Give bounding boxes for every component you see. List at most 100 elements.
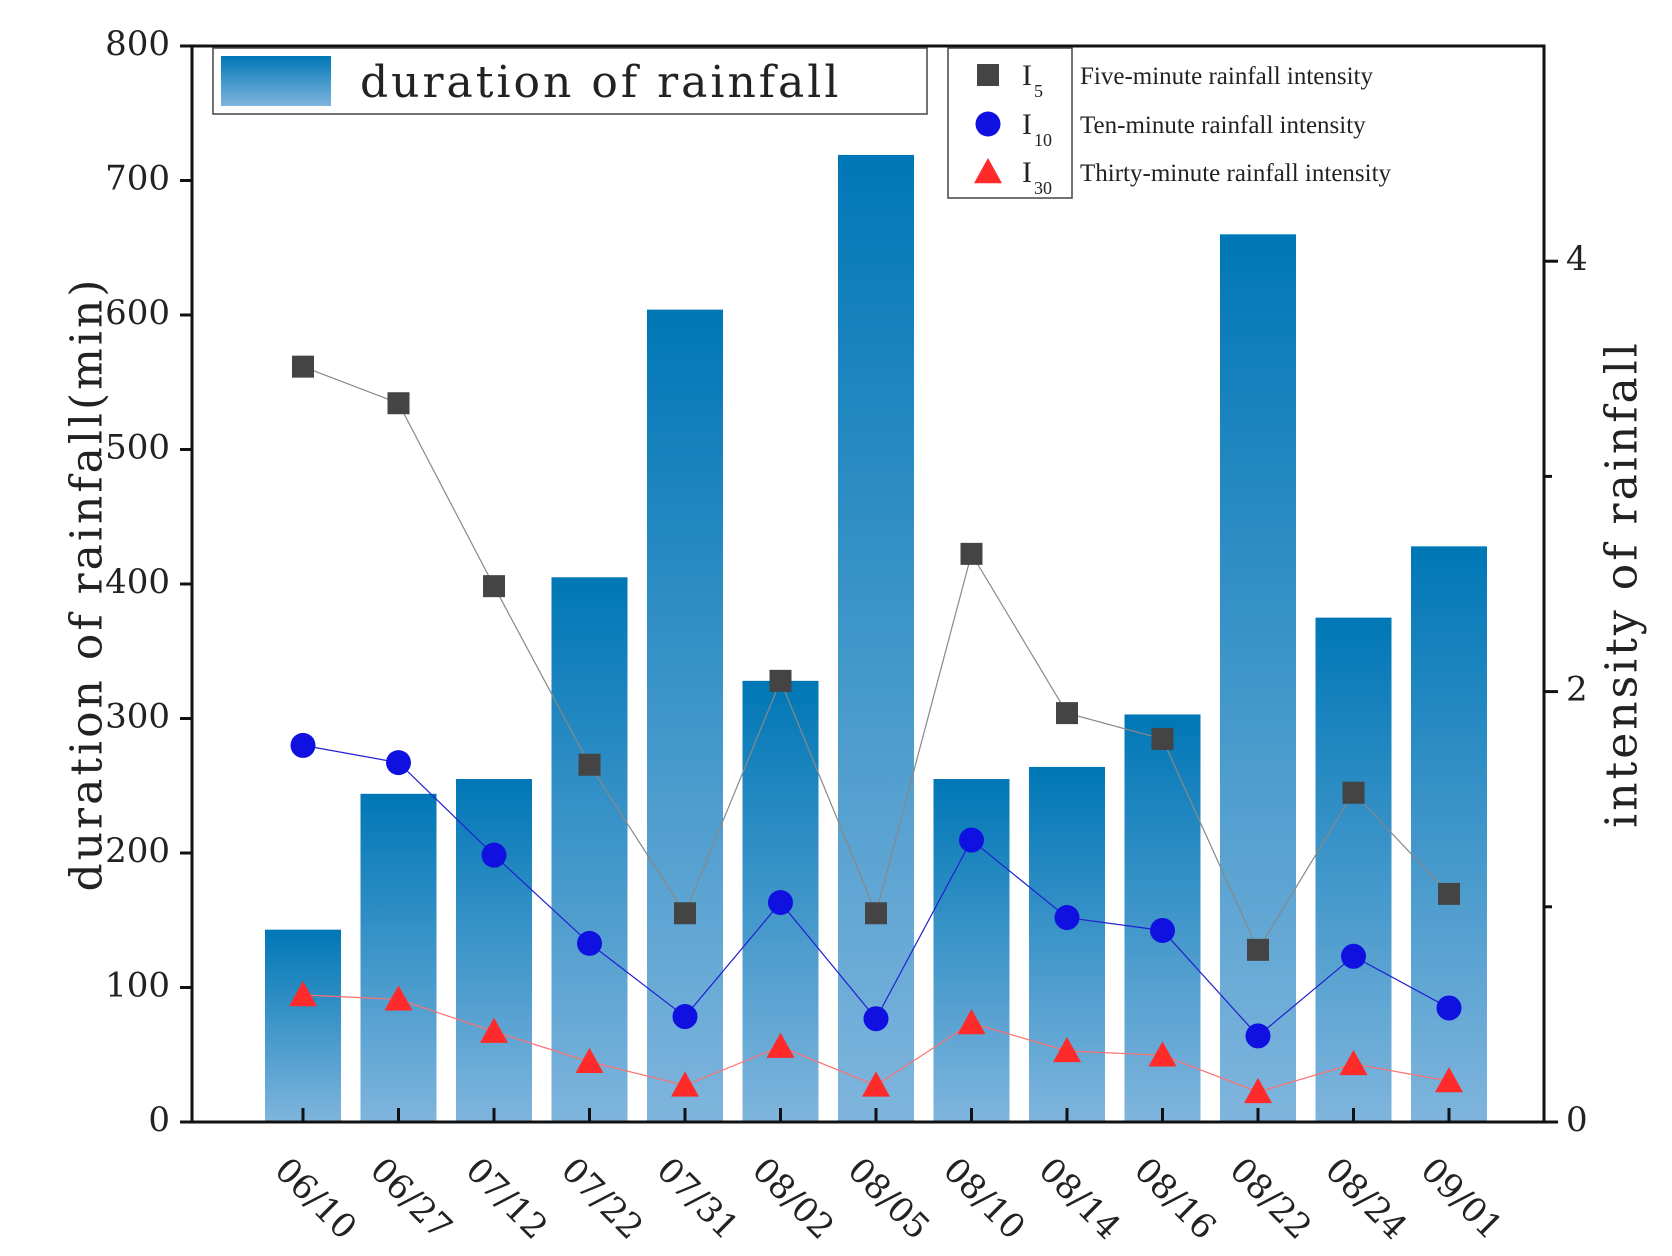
x-tick-label: 08/14: [1031, 1150, 1129, 1248]
marker-I5-06-27: [387, 392, 410, 415]
marker-I5-09-01: [1438, 882, 1460, 905]
x-tick-label: 09/01: [1413, 1150, 1511, 1248]
bar-legend: duration of rainfall: [212, 47, 928, 115]
marker-I30-08-10: [957, 1009, 986, 1035]
marker-I5-08-05: [865, 902, 887, 925]
marker-I30-08-24: [1339, 1049, 1368, 1076]
marker-I5-08-22: [1247, 938, 1269, 961]
marker-I30-07-31: [671, 1071, 699, 1097]
marker-I5-06-10: [292, 355, 314, 378]
right-tick-label: 0: [1566, 1100, 1588, 1140]
marker-I10-07-22: [577, 930, 602, 956]
marker-I5-08-14: [1056, 702, 1078, 725]
x-tick-label: 06/27: [362, 1150, 460, 1248]
right-tick-label: 2: [1566, 670, 1588, 710]
bar-09-01: [1411, 546, 1487, 1122]
marker-I30-07-22: [575, 1047, 604, 1073]
x-tick-label: 07/12: [458, 1150, 556, 1248]
marker-I10-07-31: [672, 1004, 698, 1030]
left-tick-label: 200: [105, 831, 170, 871]
marker-I10-08-02: [768, 889, 793, 915]
legend-symbol: I: [1022, 156, 1032, 189]
x-tick-label: 08/10: [935, 1150, 1033, 1248]
bar-legend-label: duration of rainfall: [360, 57, 841, 108]
left-tick-label: 500: [105, 428, 170, 468]
legend-label: Thirty-minute rainfall intensity: [1080, 160, 1392, 187]
bar-06-10: [265, 929, 341, 1122]
marker-I30-08-16: [1148, 1041, 1177, 1067]
legend-label: Ten-minute rainfall intensity: [1080, 112, 1366, 139]
lines-legend-box: [947, 47, 1073, 199]
marker-I5-08-24: [1342, 781, 1365, 804]
right-tick-label: 4: [1566, 239, 1588, 279]
bar-08-24: [1315, 617, 1392, 1122]
bars-layer: [265, 154, 1487, 1123]
legend-label: Five-minute rainfall intensity: [1080, 63, 1373, 90]
bar-07-12: [456, 779, 532, 1122]
legend-marker-I30: [974, 158, 1002, 184]
marker-I5-07-22: [578, 753, 601, 776]
x-tick-label: 07/31: [649, 1150, 747, 1248]
bar-08-14: [1029, 766, 1105, 1122]
marker-I30-08-14: [1053, 1036, 1081, 1063]
marker-I5-07-12: [483, 575, 505, 598]
x-tick-label: 08/24: [1317, 1150, 1415, 1248]
marker-I10-08-16: [1150, 917, 1175, 943]
marker-I5-07-31: [674, 902, 696, 925]
marker-I30-06-10: [289, 981, 317, 1007]
marker-I10-08-24: [1341, 943, 1366, 969]
marker-I10-08-05: [863, 1006, 889, 1032]
marker-I30-08-22: [1244, 1077, 1272, 1104]
x-tick-label: 08/16: [1126, 1150, 1224, 1248]
legend-marker-I5: [977, 64, 999, 86]
marker-I10-06-27: [386, 750, 411, 776]
marker-I5-08-10: [960, 542, 983, 565]
left-tick-label: 0: [148, 1100, 170, 1140]
marker-I30-08-05: [862, 1071, 890, 1097]
legend-subscript: 5: [1034, 81, 1043, 101]
legend-marker-I10: [975, 111, 1001, 137]
marker-I5-08-02: [769, 669, 792, 692]
legend-subscript: 30: [1034, 178, 1052, 198]
left-tick-label: 600: [105, 293, 170, 333]
left-axis-title: duration of rainfall(min): [62, 277, 113, 892]
bar-legend-swatch: [221, 56, 331, 106]
markers-layer: [289, 355, 1463, 1104]
marker-I30-09-01: [1435, 1067, 1463, 1093]
marker-I30-06-27: [384, 985, 413, 1011]
left-tick-label: 100: [105, 966, 170, 1006]
marker-I10-08-10: [959, 827, 984, 853]
bar-07-31: [647, 309, 723, 1122]
legend-symbol: I: [1022, 59, 1032, 92]
left-axis: 0 100 200 300 400 500 600 700 800: [105, 24, 192, 1140]
x-tick-label: 08/22: [1222, 1150, 1320, 1248]
legend-subscript: 10: [1034, 130, 1052, 150]
x-axis: 06/1006/2707/1207/2207/3108/0208/0508/10…: [267, 1108, 1511, 1248]
legend-symbol: I: [1022, 108, 1032, 141]
marker-I10-09-01: [1436, 995, 1462, 1021]
marker-I10-07-12: [481, 842, 507, 868]
bar-06-27: [360, 793, 437, 1122]
bar-08-05: [838, 154, 914, 1122]
left-tick-label: 300: [105, 697, 170, 737]
marker-I10-06-10: [290, 732, 316, 758]
x-tick-label: 08/05: [840, 1150, 938, 1248]
x-tick-label: 07/22: [553, 1150, 651, 1248]
bar-08-22: [1220, 234, 1296, 1123]
left-tick-label: 400: [105, 562, 170, 602]
x-tick-label: 08/02: [744, 1150, 842, 1248]
marker-I10-08-14: [1054, 905, 1080, 931]
marker-I10-08-22: [1245, 1023, 1271, 1049]
bar-07-22: [551, 577, 628, 1122]
left-tick-label: 800: [105, 24, 170, 64]
bar-legend-box: [212, 47, 928, 115]
right-axis-title: intensity of rainfall: [1597, 340, 1648, 828]
marker-I30-07-12: [480, 1017, 508, 1043]
marker-I5-08-16: [1151, 727, 1174, 750]
right-axis: 0 2 4: [1544, 239, 1588, 1140]
x-tick-label: 06/10: [267, 1150, 365, 1248]
left-tick-label: 700: [105, 159, 170, 199]
marker-I30-08-02: [766, 1032, 795, 1058]
